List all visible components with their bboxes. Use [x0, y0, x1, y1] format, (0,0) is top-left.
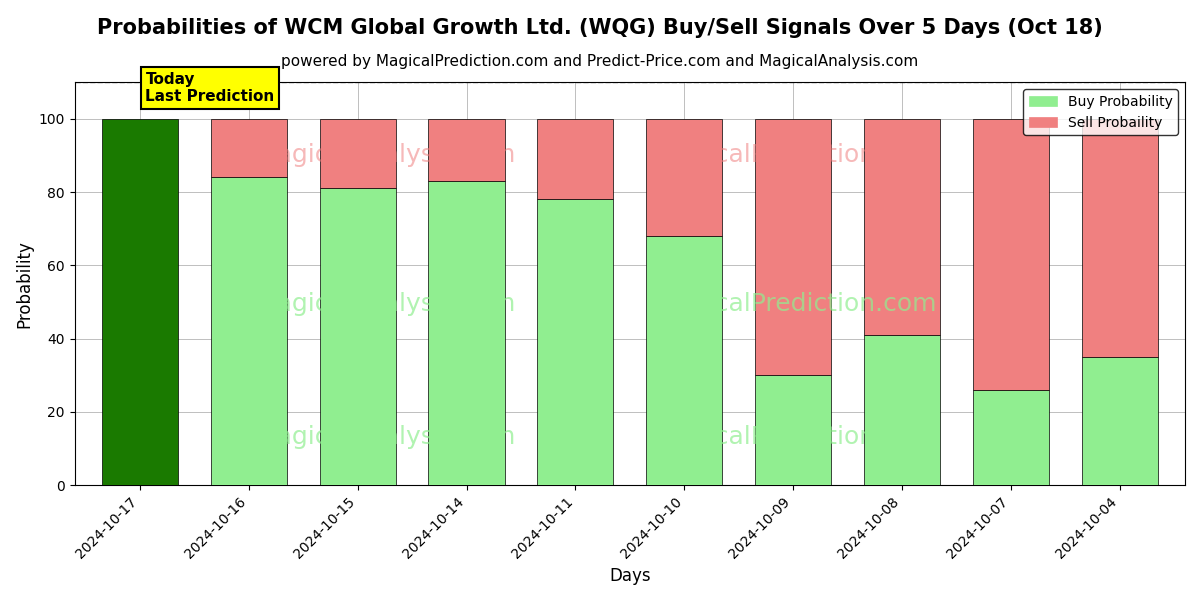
Bar [646, 119, 722, 236]
Bar [973, 119, 1049, 390]
Bar [973, 390, 1049, 485]
Text: MagicalAnalysis.com: MagicalAnalysis.com [256, 425, 516, 449]
Bar [1081, 357, 1158, 485]
Text: MagicalAnalysis.com: MagicalAnalysis.com [256, 292, 516, 316]
Text: powered by MagicalPrediction.com and Predict-Price.com and MagicalAnalysis.com: powered by MagicalPrediction.com and Pre… [281, 54, 919, 69]
Text: MagicalAnalysis.com: MagicalAnalysis.com [256, 143, 516, 167]
Legend: Buy Probability, Sell Probaility: Buy Probability, Sell Probaility [1024, 89, 1178, 135]
Bar [428, 119, 505, 181]
Bar [319, 188, 396, 485]
Text: Today
Last Prediction: Today Last Prediction [145, 72, 275, 104]
Bar [864, 119, 940, 335]
Text: MagicalPrediction.com: MagicalPrediction.com [655, 425, 937, 449]
X-axis label: Days: Days [610, 567, 650, 585]
Bar [102, 119, 178, 485]
Bar [319, 119, 396, 188]
Bar [538, 119, 613, 199]
Bar [864, 335, 940, 485]
Y-axis label: Probability: Probability [16, 240, 34, 328]
Bar [755, 375, 832, 485]
Bar [538, 199, 613, 485]
Text: MagicalPrediction.com: MagicalPrediction.com [655, 143, 937, 167]
Bar [428, 181, 505, 485]
Bar [211, 178, 287, 485]
Bar [211, 119, 287, 178]
Bar [1081, 119, 1158, 357]
Bar [646, 236, 722, 485]
Text: MagicalPrediction.com: MagicalPrediction.com [655, 292, 937, 316]
Text: Probabilities of WCM Global Growth Ltd. (WQG) Buy/Sell Signals Over 5 Days (Oct : Probabilities of WCM Global Growth Ltd. … [97, 18, 1103, 38]
Bar [755, 119, 832, 375]
